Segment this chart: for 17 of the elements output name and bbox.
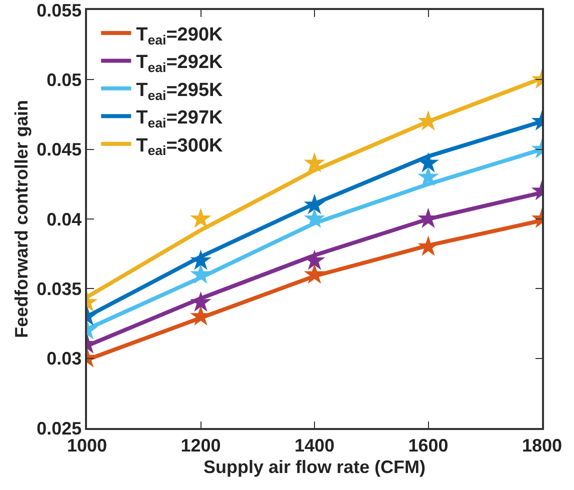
legend-label: T$_{eai}$=290K <box>136 24 224 48</box>
y-tick-label: 0.055 <box>36 0 82 20</box>
legend-label: T$_{eai}$=297K <box>136 108 224 131</box>
y-tick-label: 0.04 <box>46 209 82 230</box>
y-tick-label: 0.03 <box>46 348 82 369</box>
y-tick-label: 0.045 <box>36 140 82 160</box>
x-tick-label: 1400 <box>294 435 335 456</box>
x-tick-label: 1200 <box>180 435 221 456</box>
legend-label: T$_{eai}$=295K <box>136 80 224 103</box>
x-tick-label: 1600 <box>408 435 448 456</box>
y-tick-label: 0.035 <box>36 278 82 299</box>
legend-label: T$_{eai}$=292K <box>136 52 224 76</box>
x-tick-label: 1800 <box>522 435 562 456</box>
legend-label: T$_{eai}$=300K <box>136 135 224 158</box>
x-axis-title: Supply air flow rate (CFM) <box>203 456 426 477</box>
y-axis-title: Feedforward controller gain <box>11 100 32 338</box>
y-tick-label: 0.05 <box>46 70 82 90</box>
